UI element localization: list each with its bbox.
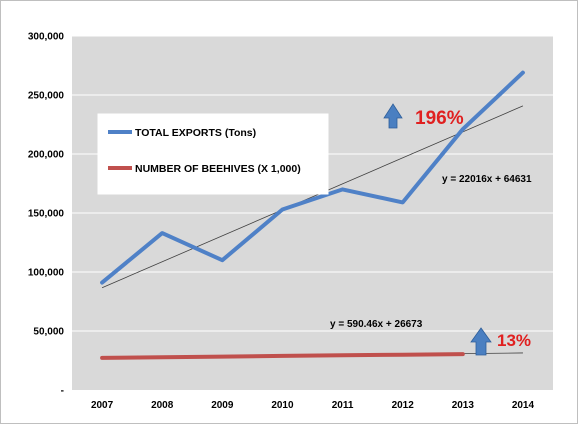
x-tick-label: 2011 — [332, 400, 354, 411]
legend-label-beehives: NUMBER OF BEEHIVES (X 1,000) — [135, 163, 301, 175]
x-tick-label: 2014 — [512, 400, 535, 411]
y-tick-label: 50,000 — [33, 327, 64, 338]
y-tick-label: 200,000 — [28, 150, 65, 161]
y-tick-label: 250,000 — [28, 91, 65, 102]
percent-beehives: 13% — [497, 331, 531, 350]
y-tick-label: 100,000 — [28, 268, 65, 279]
x-tick-label: 2007 — [91, 400, 114, 411]
x-tick-label: 2012 — [392, 400, 415, 411]
percent-exports: 196% — [415, 108, 464, 129]
y-tick-label: 300,000 — [28, 32, 65, 43]
legend-label-exports: TOTAL EXPORTS (Tons) — [135, 127, 256, 139]
legend: TOTAL EXPORTS (Tons) NUMBER OF BEEHIVES … — [98, 114, 328, 194]
y-tick-label: - — [61, 386, 64, 397]
x-tick-label: 2013 — [452, 400, 475, 411]
x-tick-label: 2010 — [271, 400, 294, 411]
x-tick-label: 2008 — [151, 400, 174, 411]
trend-equation-exports: y = 22016x + 64631 — [442, 174, 532, 185]
y-tick-label: 150,000 — [28, 209, 65, 220]
legend-box — [98, 114, 328, 194]
trend-equation-beehives: y = 590.46x + 26673 — [330, 319, 423, 330]
x-tick-label: 2009 — [211, 400, 234, 411]
